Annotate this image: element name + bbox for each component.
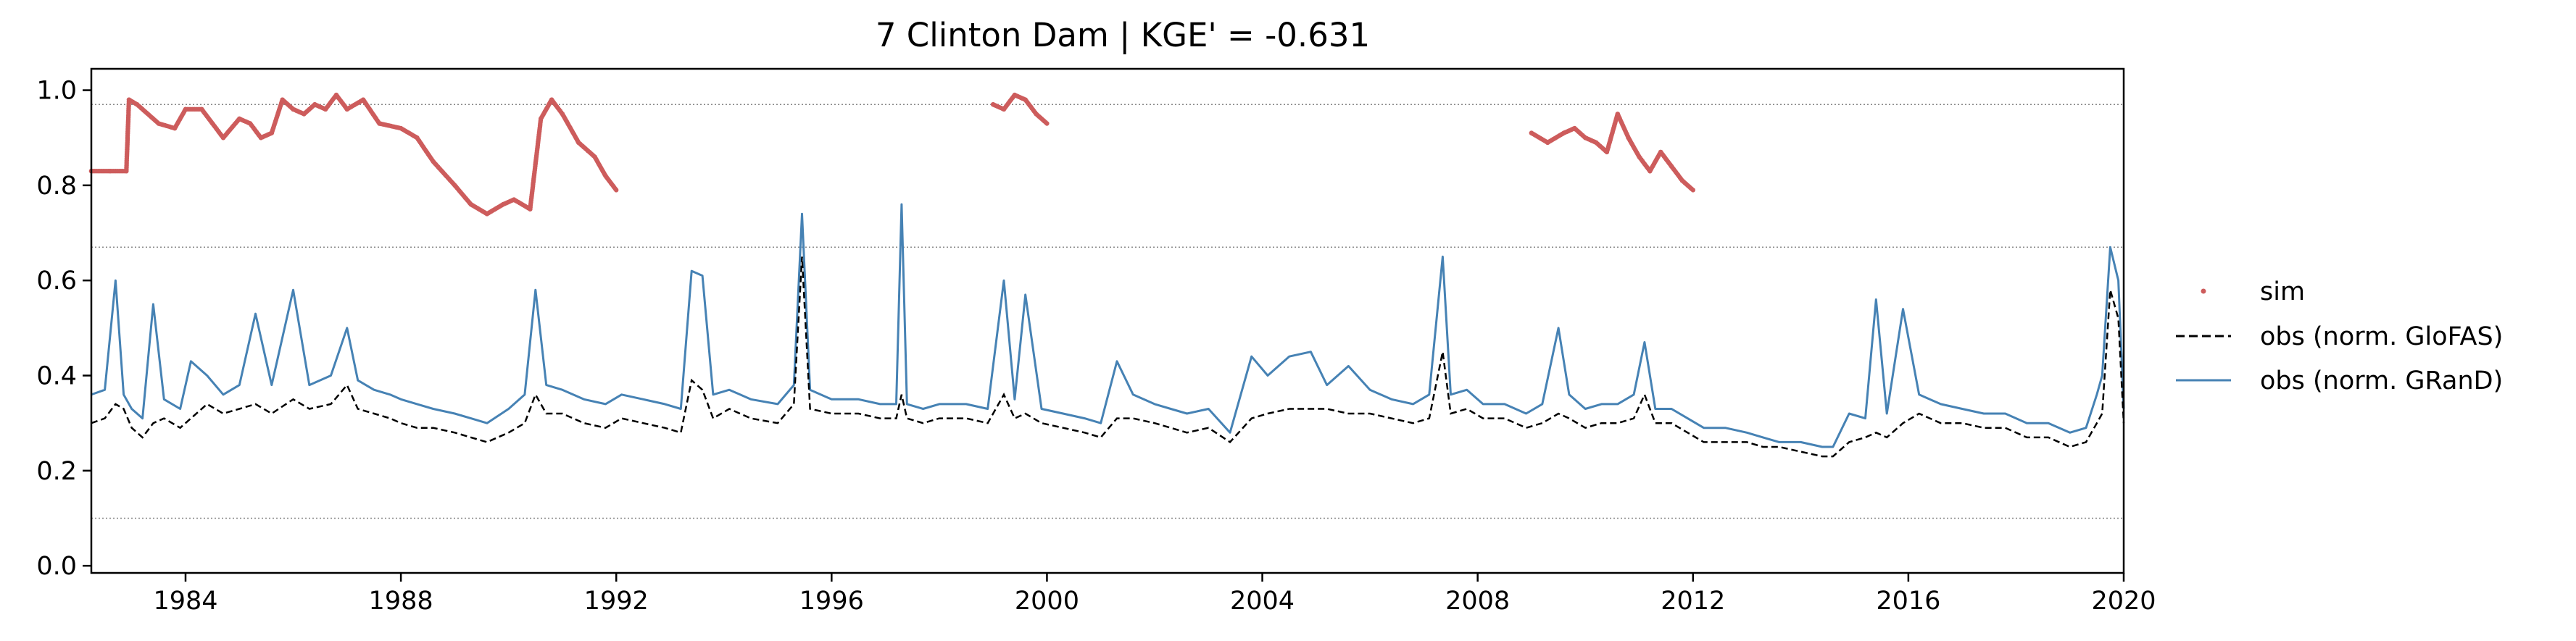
sim-point (614, 188, 619, 193)
y-tick-label: 1.0 (36, 77, 77, 106)
sim-point (220, 135, 226, 141)
sim-point (377, 121, 382, 126)
sim-point (1044, 121, 1050, 126)
sim-point (344, 106, 349, 112)
series-layer (88, 92, 2125, 458)
sim-point (452, 183, 457, 188)
chart-title: 7 Clinton Dam | KGE' = -0.631 (876, 16, 1370, 54)
sim-point (107, 169, 113, 174)
sim-point (1023, 97, 1028, 102)
sim-point (592, 154, 597, 159)
legend-sim-marker (2201, 288, 2206, 294)
sim-point (1615, 112, 1620, 117)
sim-point (209, 121, 215, 126)
sim-point (468, 201, 473, 207)
sim-point (431, 159, 436, 164)
sim-point (484, 211, 490, 217)
sim-point (302, 112, 307, 117)
sim-point (1572, 125, 1577, 131)
sim-point (333, 92, 339, 98)
sim-point (1561, 130, 1566, 135)
x-tick-label: 1988 (369, 587, 433, 616)
sim-point (398, 125, 404, 131)
sim-point (1637, 154, 1642, 159)
y-tick-label: 0.4 (36, 362, 77, 391)
reference-lines (91, 104, 2124, 519)
x-tick-label: 2012 (1661, 587, 1725, 616)
y-tick-label: 0.8 (36, 172, 77, 201)
sim-point (237, 116, 242, 122)
sim-point (126, 97, 132, 102)
sim-point (280, 97, 285, 102)
sim-point (415, 135, 420, 141)
sim-point (991, 102, 996, 107)
sim-point (539, 116, 544, 122)
series-sim (88, 92, 1695, 217)
sim-point (501, 201, 506, 207)
sim-point (156, 121, 161, 126)
sim-point (247, 121, 253, 126)
sim-point (528, 206, 533, 211)
x-tick-label: 2004 (1230, 587, 1295, 616)
sim-point (1001, 106, 1007, 112)
x-tick-label: 1984 (153, 587, 217, 616)
plot-frame (90, 67, 2125, 574)
sim-point (258, 135, 264, 141)
sim-point (1648, 169, 1653, 174)
sim-point (576, 140, 581, 145)
x-tick-label: 2020 (2091, 587, 2156, 616)
x-tick-label: 2008 (1445, 587, 1510, 616)
y-tick-label: 0.2 (36, 457, 77, 486)
sim-point (1658, 149, 1663, 155)
sim-point (1604, 149, 1610, 155)
legend-sim-label: sim (2260, 277, 2305, 306)
y-tick-label: 0.0 (36, 552, 77, 581)
y-tick-label: 0.6 (36, 267, 77, 296)
legend-grand-label: obs (norm. GRanD) (2260, 366, 2503, 395)
x-axis: 1984 1988 1992 1996 2000 2004 2008 2012 2016 2020 (153, 573, 2156, 616)
legend: sim obs (norm. GloFAS) obs (norm. GRanD) (2176, 277, 2503, 395)
sim-point (312, 102, 317, 107)
sim-point (360, 97, 366, 102)
sim-point (1012, 92, 1018, 98)
series-obs-grand-line (91, 203, 2125, 448)
sim-point (1669, 164, 1674, 169)
x-tick-label: 2016 (1876, 587, 1940, 616)
sim-point (1626, 135, 1631, 141)
sim-point (1034, 112, 1039, 117)
sim-point (1593, 140, 1599, 145)
sim-point (323, 106, 328, 112)
sim-point (1690, 188, 1695, 193)
sim-point (549, 97, 554, 102)
y-axis: 0.0 0.2 0.4 0.6 0.8 1.0 (36, 77, 91, 581)
x-tick-label: 1992 (584, 587, 649, 616)
sim-point (1529, 130, 1534, 135)
sim-point (1545, 140, 1550, 145)
sim-point (560, 112, 565, 117)
legend-glofas-label: obs (norm. GloFAS) (2260, 322, 2503, 351)
sim-point (199, 106, 204, 112)
sim-point (134, 102, 140, 107)
sim-point (511, 197, 517, 202)
sim-point (1583, 135, 1588, 141)
series-obs-glofas-line (91, 256, 2125, 458)
sim-point (269, 130, 274, 135)
sim-point (183, 106, 188, 112)
x-tick-label: 2000 (1015, 587, 1079, 616)
sim-point (124, 169, 129, 174)
x-tick-label: 1996 (799, 587, 864, 616)
sim-point (1679, 178, 1685, 183)
sim-point (603, 173, 608, 178)
sim-point (172, 125, 178, 131)
sim-point (291, 106, 296, 112)
